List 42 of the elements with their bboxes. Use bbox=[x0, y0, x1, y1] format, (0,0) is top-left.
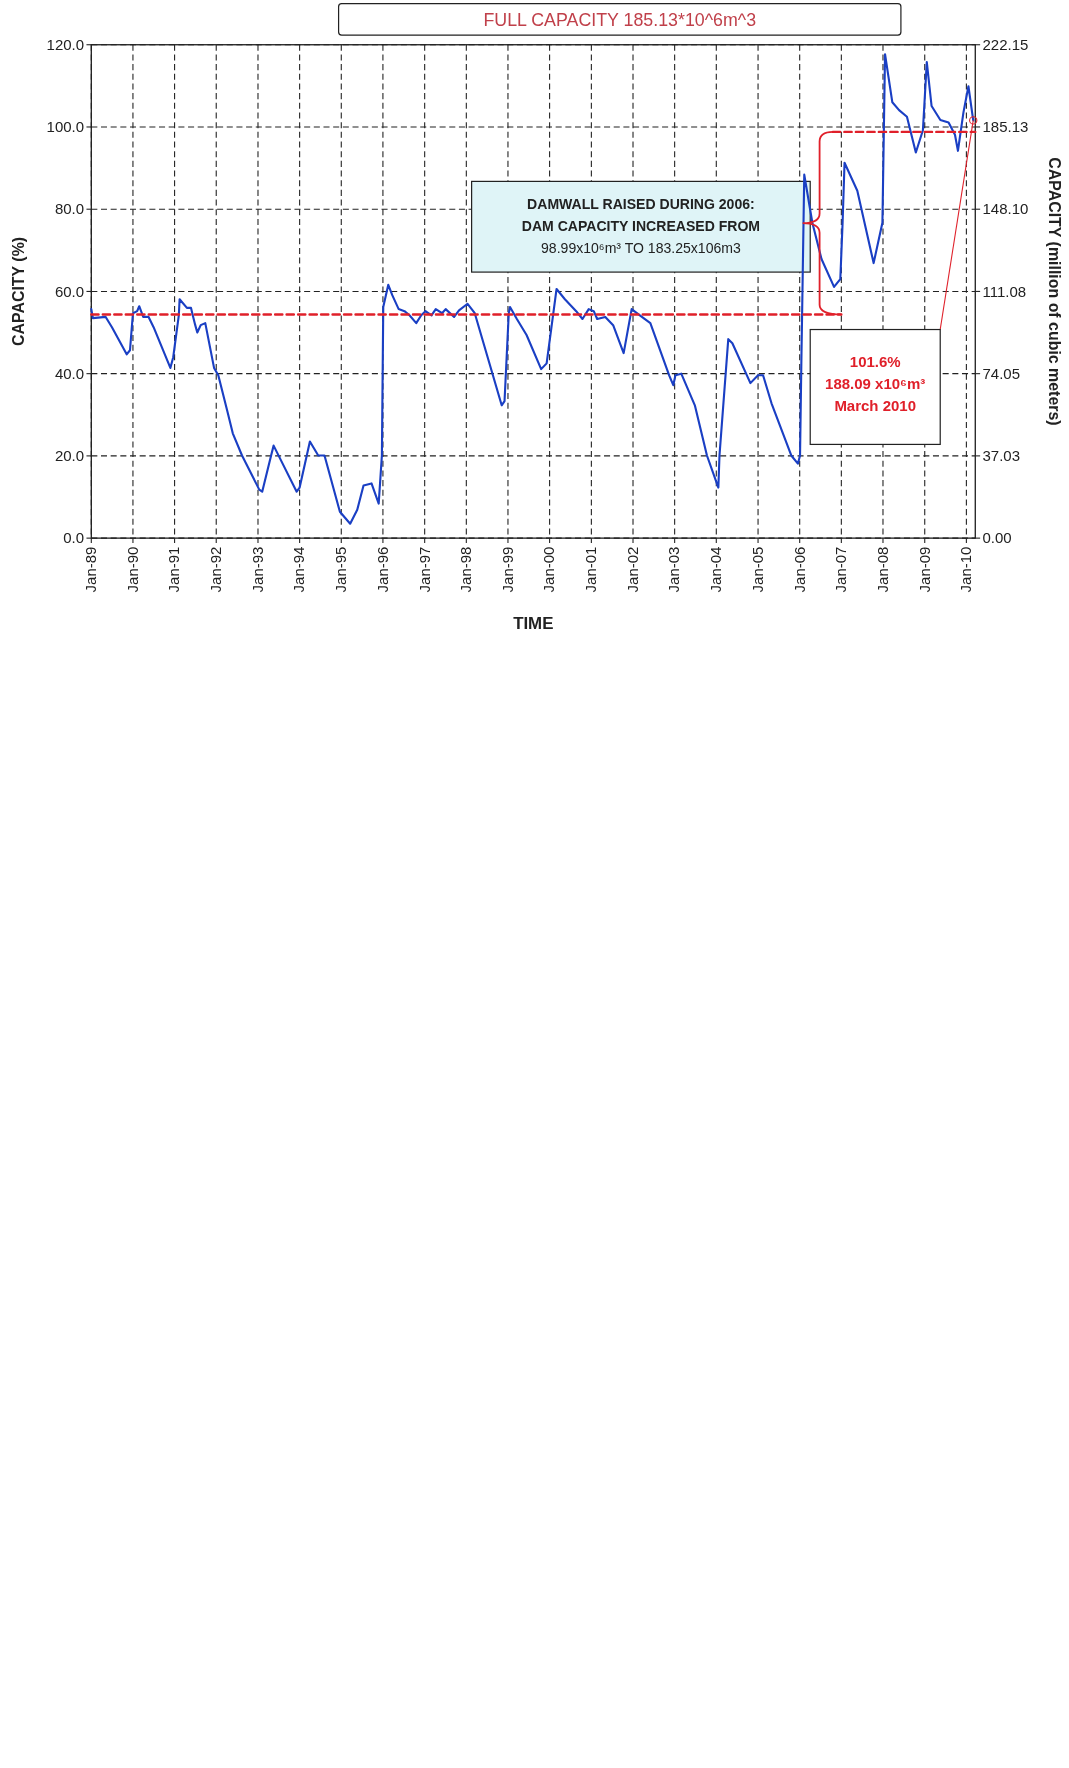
x-tick-label: Jan-07 bbox=[832, 546, 850, 593]
x-tick-label: Jan-89 bbox=[82, 546, 100, 593]
y-tick-label: 20.0 bbox=[54, 447, 85, 465]
x-tick-label: Jan-99 bbox=[498, 546, 516, 593]
x-tick-label: Jan-08 bbox=[873, 546, 891, 593]
x-tick-label: Jan-94 bbox=[290, 546, 308, 593]
y-tick-label: 0.0 bbox=[63, 529, 85, 547]
y-tick-label: 120.0 bbox=[46, 35, 85, 53]
x-tick-label: Jan-91 bbox=[165, 546, 183, 593]
y2-tick-label: 37.03 bbox=[982, 447, 1021, 465]
x-tick-label: Jan-05 bbox=[748, 546, 766, 593]
y-tick-label: 40.0 bbox=[54, 364, 85, 382]
x-tick-label: Jan-01 bbox=[582, 546, 600, 593]
y-axis-title: CAPACITY (%) bbox=[9, 236, 27, 346]
annotation: 101.6% 188.09 x10⁶m³ March 2010 bbox=[825, 353, 926, 414]
y2-tick-label: 148.10 bbox=[982, 200, 1029, 218]
annotation: DAMWALL RAISED DURING 2006: DAM CAPACITY INCREASED FROM 98.99x10⁶m³ TO 183.25x106m3 bbox=[521, 196, 761, 256]
x-tick-label: Jan-09 bbox=[915, 546, 933, 593]
x-tick-label: Jan-97 bbox=[415, 546, 433, 593]
x-axis-title: TIME bbox=[513, 613, 554, 633]
y2-tick-label: 111.08 bbox=[982, 282, 1027, 300]
y2-tick-label: 74.05 bbox=[982, 364, 1021, 382]
text: FULL CAPACITY 185.13*10^6m^3 bbox=[483, 10, 757, 30]
x-tick-label: Jan-03 bbox=[665, 546, 683, 593]
y-tick-label: 80.0 bbox=[54, 200, 85, 218]
x-tick-label: Jan-06 bbox=[790, 546, 808, 593]
x-tick-label: Jan-93 bbox=[248, 546, 266, 593]
y2-tick-label: 0.00 bbox=[982, 529, 1012, 547]
y2-axis-title: CAPACITY (million of cubic meters) bbox=[1046, 157, 1064, 426]
x-tick-label: Jan-98 bbox=[457, 546, 475, 593]
y-tick-label: 60.0 bbox=[54, 282, 85, 300]
x-tick-label: Jan-90 bbox=[123, 546, 141, 593]
x-tick-label: Jan-96 bbox=[373, 546, 391, 593]
y2-tick-label: 185.13 bbox=[982, 118, 1029, 136]
x-tick-label: Jan-02 bbox=[623, 546, 641, 593]
x-tick-label: Jan-04 bbox=[707, 546, 725, 593]
y-tick-label: 100.0 bbox=[46, 118, 85, 136]
x-tick-label: Jan-00 bbox=[540, 546, 558, 593]
x-tick-label: Jan-92 bbox=[207, 546, 225, 593]
x-tick-label: Jan-95 bbox=[332, 546, 350, 593]
y2-tick-label: 222.15 bbox=[982, 35, 1029, 53]
x-tick-label: Jan-10 bbox=[957, 546, 975, 593]
